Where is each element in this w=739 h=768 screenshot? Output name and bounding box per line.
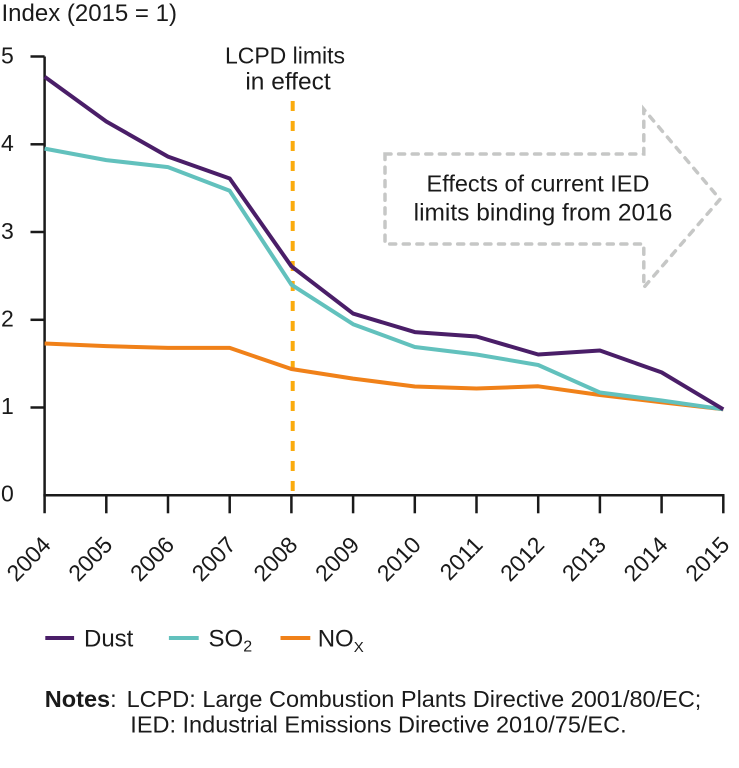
svg-text:LCPD: Large Combustion Plants: LCPD: Large Combustion Plants Directive … [127,686,702,712]
svg-text:IED: Industrial Emissions Dire: IED: Industrial Emissions Directive 2010… [130,711,626,737]
svg-text:limits binding from 2016: limits binding from 2016 [414,200,673,227]
svg-text:Index (2015 = 1): Index (2015 = 1) [2,0,177,27]
svg-text:5: 5 [1,43,14,69]
svg-text:2: 2 [1,305,14,331]
svg-text:Notes:: Notes: [45,686,117,712]
svg-text:Effects of current IED: Effects of current IED [427,171,650,197]
svg-text:0: 0 [1,480,14,506]
svg-text:1: 1 [1,393,14,419]
svg-text:in effect: in effect [245,68,331,95]
svg-text:Dust: Dust [84,626,134,653]
svg-text:3: 3 [1,218,14,244]
svg-text:LCPD limits: LCPD limits [225,43,345,69]
svg-text:4: 4 [1,130,14,156]
